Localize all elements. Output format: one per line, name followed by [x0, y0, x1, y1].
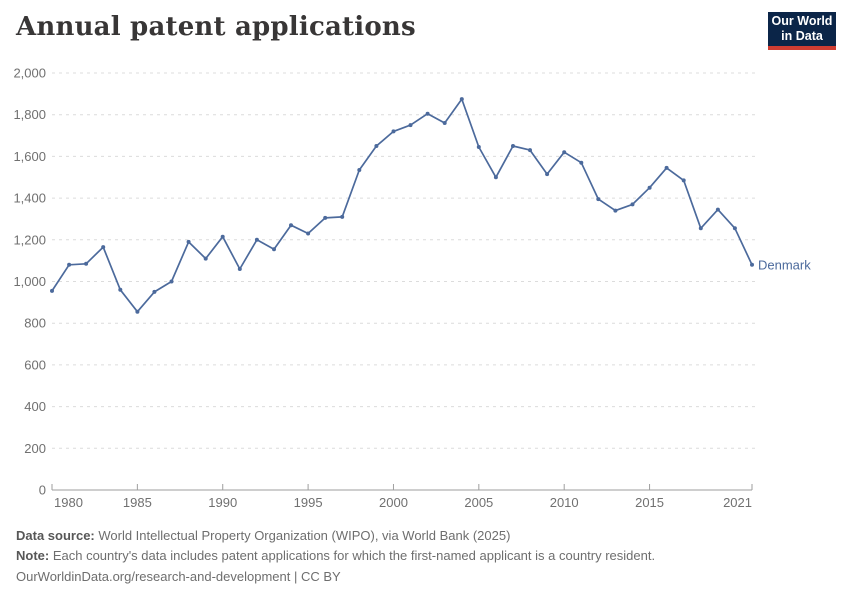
data-point-marker[interactable]	[289, 223, 293, 228]
data-point-marker[interactable]	[186, 239, 191, 244]
y-tick-label: 1,600	[13, 149, 46, 164]
data-point-marker[interactable]	[681, 178, 686, 183]
y-tick-label: 600	[24, 357, 46, 372]
data-point-marker[interactable]	[374, 144, 379, 148]
x-tick-label: 2021	[723, 495, 752, 510]
data-source-label: Data source:	[16, 528, 95, 543]
data-point-marker[interactable]	[323, 215, 328, 220]
data-point-marker[interactable]	[67, 262, 72, 267]
note-line: Note: Each country's data includes paten…	[16, 546, 834, 566]
data-point-marker[interactable]	[562, 150, 567, 155]
data-point-marker[interactable]	[152, 289, 157, 294]
data-point-marker[interactable]	[408, 123, 413, 128]
y-tick-label: 0	[39, 483, 46, 498]
data-point-marker[interactable]	[237, 267, 242, 271]
data-point-marker[interactable]	[391, 129, 396, 134]
x-tick-label: 1990	[208, 495, 237, 510]
data-point-marker[interactable]	[647, 185, 652, 190]
x-tick-label: 2010	[550, 495, 579, 510]
x-tick-label: 2005	[464, 495, 493, 510]
data-point-marker[interactable]	[579, 160, 584, 165]
owid-logo-line2: in Data	[781, 29, 823, 43]
y-tick-label: 1,400	[13, 191, 46, 206]
data-point-marker[interactable]	[511, 144, 515, 148]
series-end-label: Denmark	[758, 257, 811, 272]
x-tick-label: 1980	[54, 495, 83, 510]
note-label: Note:	[16, 548, 50, 563]
data-point-marker[interactable]	[101, 245, 106, 250]
data-source-line: Data source: World Intellectual Property…	[16, 526, 834, 546]
data-point-marker[interactable]	[442, 121, 447, 125]
data-source-text: World Intellectual Property Organization…	[94, 528, 511, 543]
data-point-marker[interactable]	[715, 207, 720, 212]
data-point-marker[interactable]	[732, 226, 737, 231]
data-point-marker[interactable]	[528, 148, 532, 153]
x-tick-label: 2015	[635, 495, 664, 510]
data-point-marker[interactable]	[476, 145, 481, 149]
y-tick-label: 1,000	[13, 274, 46, 289]
y-tick-label: 1,800	[13, 107, 46, 122]
chart-footer: Data source: World Intellectual Property…	[16, 526, 834, 587]
data-point-marker[interactable]	[613, 208, 618, 213]
data-point-marker[interactable]	[50, 288, 54, 293]
page-title: Annual patent applications	[16, 12, 416, 42]
y-tick-label: 400	[24, 399, 46, 414]
owid-logo-line1: Our World	[771, 14, 833, 28]
owid-logo[interactable]: Our World in Data	[768, 12, 836, 50]
data-point-marker[interactable]	[596, 197, 601, 202]
data-series-line	[51, 98, 753, 313]
data-point-marker[interactable]	[203, 256, 208, 261]
data-point-marker[interactable]	[306, 231, 311, 236]
data-point-marker[interactable]	[459, 97, 464, 102]
data-point-marker[interactable]	[698, 226, 703, 231]
x-tick-label: 1985	[123, 495, 152, 510]
note-text: Each country's data includes patent appl…	[49, 548, 656, 563]
data-point-marker[interactable]	[340, 214, 345, 219]
x-tick-label: 1995	[294, 495, 323, 510]
data-point-marker[interactable]	[220, 234, 225, 239]
data-point-marker[interactable]	[630, 202, 635, 207]
data-point-marker[interactable]	[169, 279, 174, 284]
data-point-marker[interactable]	[493, 175, 498, 180]
data-point-marker[interactable]	[357, 168, 362, 172]
y-tick-label: 2,000	[13, 66, 46, 81]
data-point-marker[interactable]	[664, 165, 669, 170]
data-point-marker[interactable]	[425, 111, 430, 116]
x-tick-label: 2000	[379, 495, 408, 510]
data-point-marker[interactable]	[118, 287, 123, 292]
data-point-marker[interactable]	[135, 309, 140, 314]
y-tick-label: 1,200	[13, 232, 46, 247]
y-tick-label: 200	[24, 441, 46, 456]
data-point-marker[interactable]	[254, 237, 259, 242]
license-link[interactable]: OurWorldinData.org/research-and-developm…	[16, 569, 341, 584]
data-point-marker[interactable]	[750, 262, 754, 267]
data-point-marker[interactable]	[545, 172, 550, 177]
data-point-marker[interactable]	[84, 261, 89, 266]
chart-canvas[interactable]: 0 200 400 600 800 1,000 1,200 1,400 1,600 1,800 2,…	[0, 0, 850, 522]
data-point-marker[interactable]	[272, 247, 276, 252]
y-tick-label: 800	[24, 316, 46, 331]
